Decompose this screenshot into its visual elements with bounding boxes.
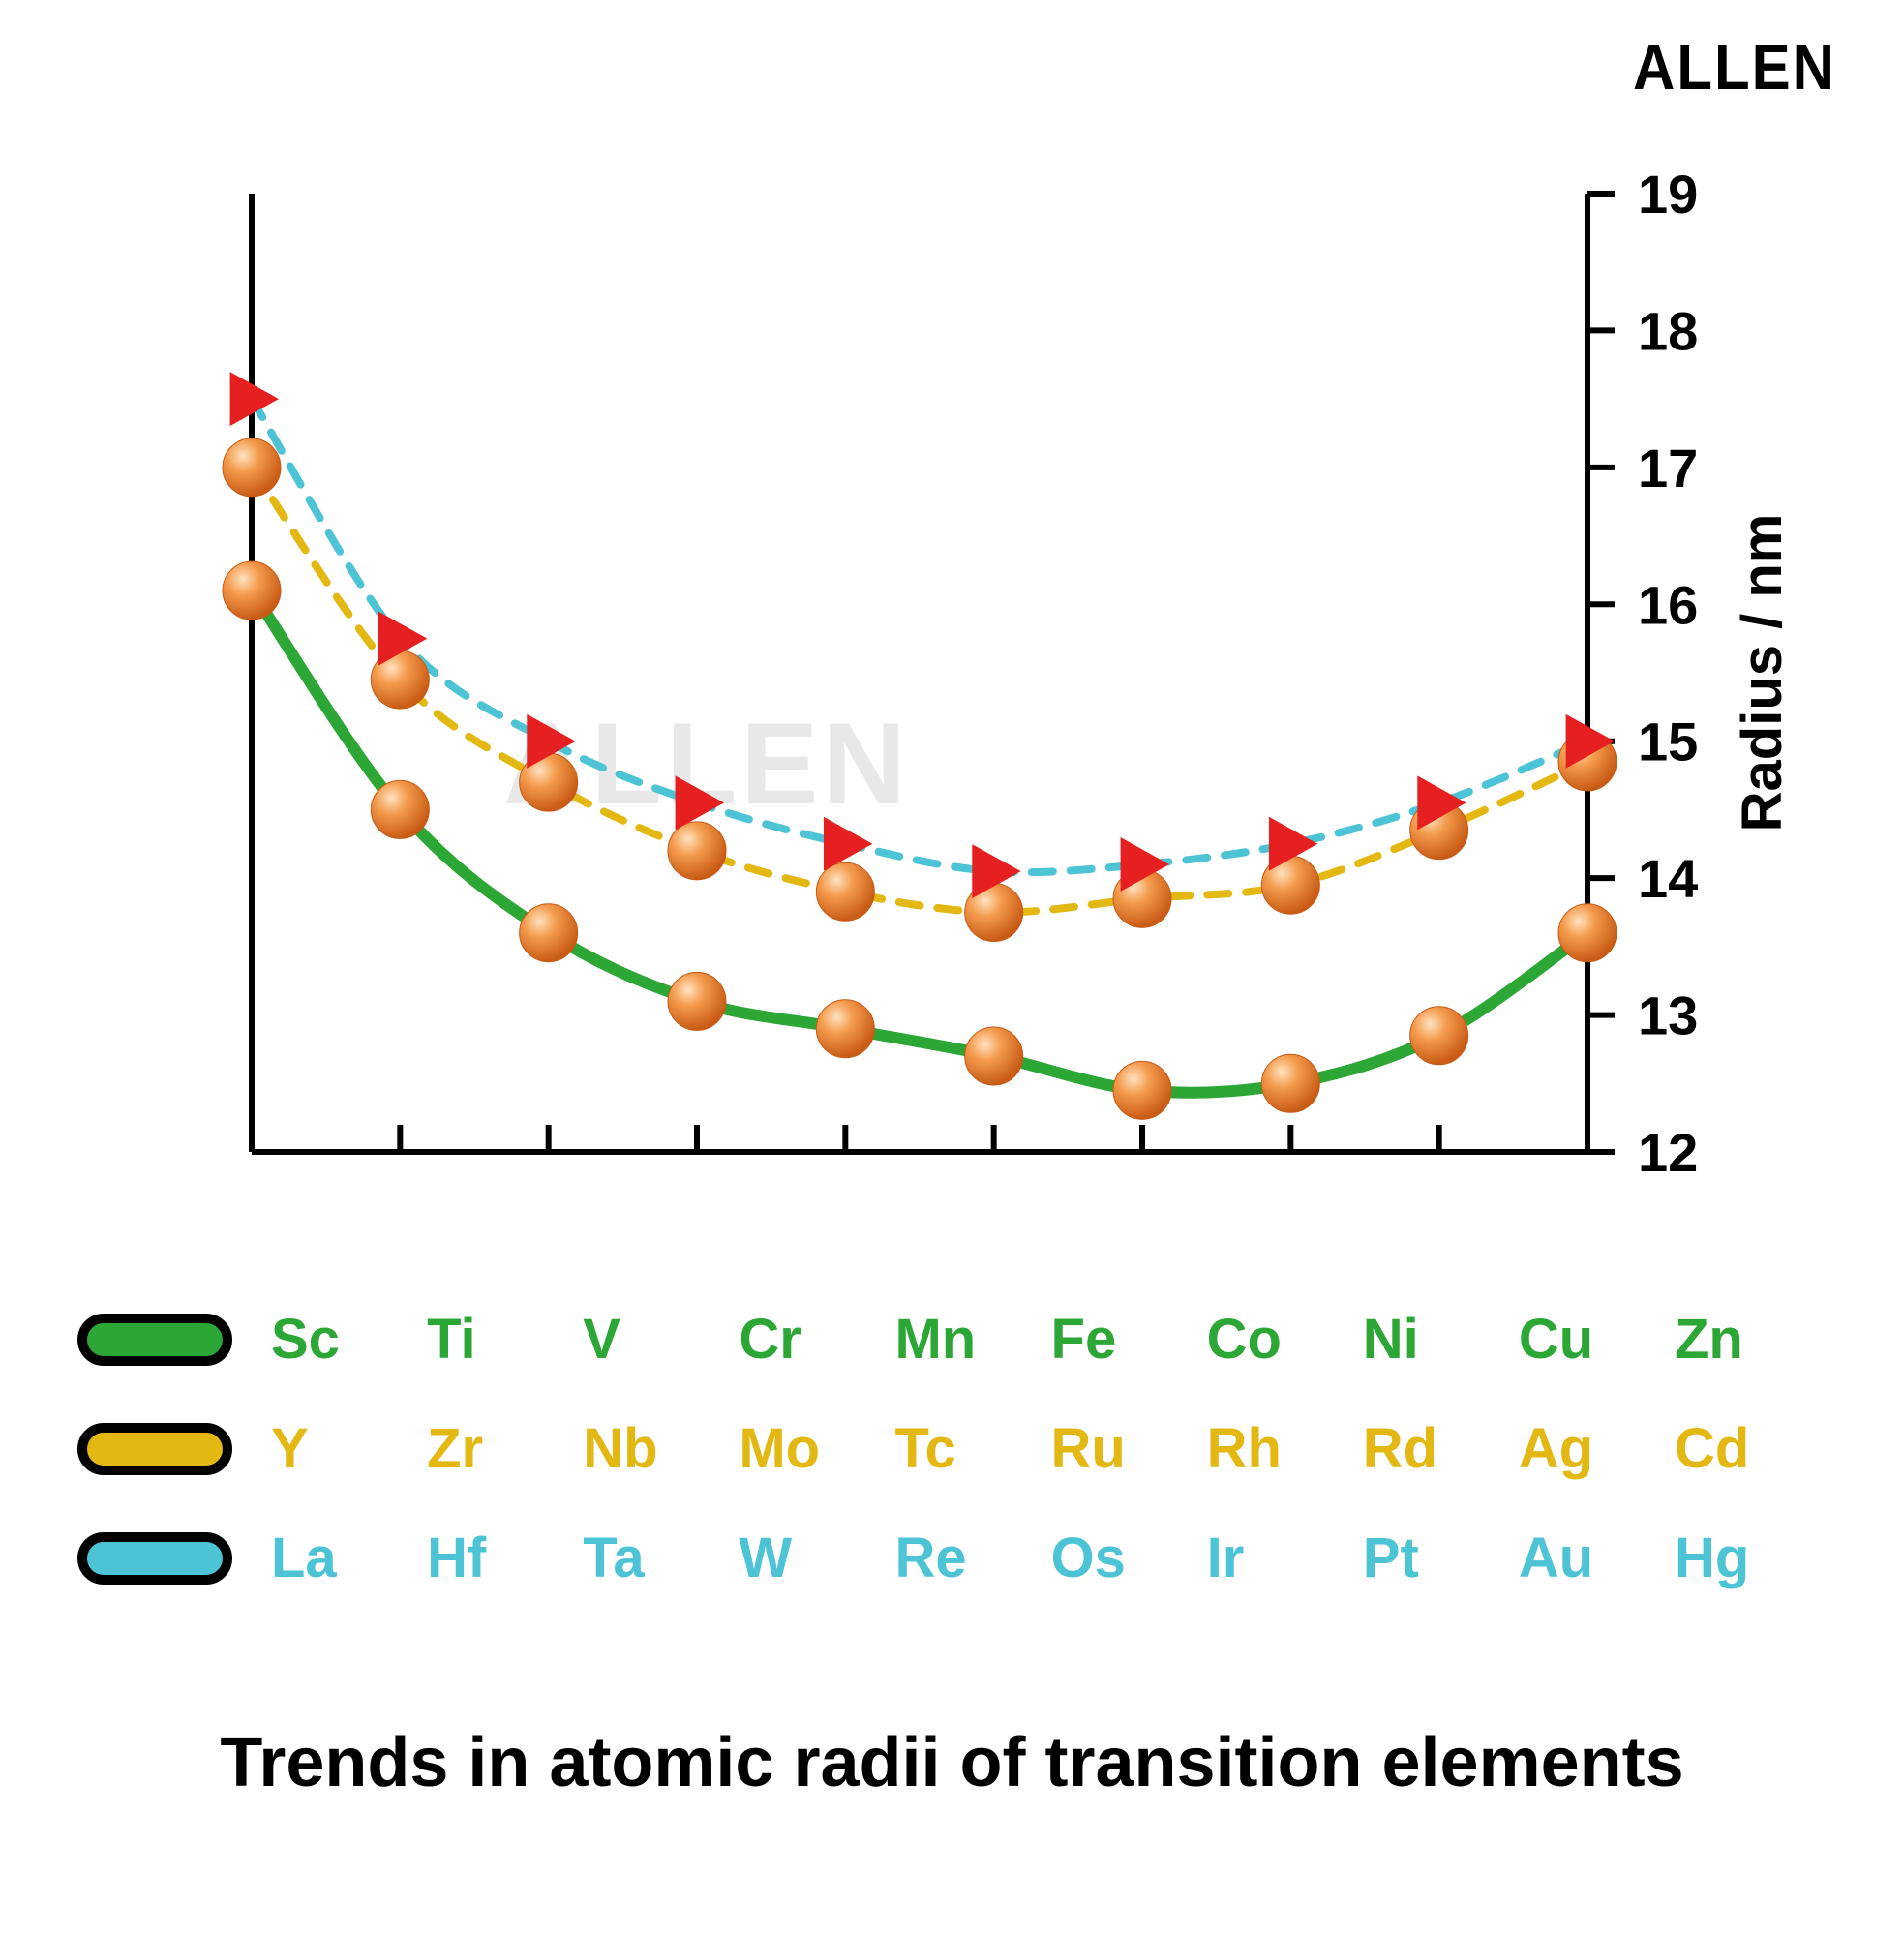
legend-row-series-3d: ScTiVCrMnFeCoNiCuZn bbox=[77, 1307, 1820, 1372]
legend-swatch bbox=[77, 1532, 232, 1585]
element-label: Nb bbox=[583, 1416, 728, 1481]
series-3d-line bbox=[252, 590, 1587, 1093]
chart-container: ALLEN1213141516171819Radius / nm bbox=[77, 174, 1820, 1239]
element-label: Os bbox=[1051, 1526, 1196, 1590]
series-4d-marker bbox=[223, 438, 281, 497]
element-label: Hf bbox=[427, 1526, 572, 1590]
brand-logo: ALLEN bbox=[1633, 31, 1836, 105]
element-label: Ni bbox=[1363, 1307, 1508, 1372]
y-tick-label: 15 bbox=[1638, 711, 1698, 772]
series-3d-marker bbox=[668, 972, 726, 1030]
element-label: Re bbox=[894, 1526, 1040, 1590]
element-label: Ir bbox=[1207, 1526, 1352, 1590]
series-3d-marker bbox=[223, 561, 281, 620]
element-label: W bbox=[739, 1526, 884, 1590]
atomic-radii-chart: ALLEN1213141516171819Radius / nm bbox=[77, 174, 1820, 1239]
element-label: Rh bbox=[1207, 1416, 1352, 1481]
element-label: La bbox=[271, 1526, 416, 1590]
element-label: Cd bbox=[1675, 1416, 1820, 1481]
element-label: Au bbox=[1519, 1526, 1664, 1590]
y-tick-label: 13 bbox=[1638, 985, 1698, 1046]
legend-labels: LaHfTaWReOsIrPtAuHg bbox=[271, 1526, 1820, 1590]
y-tick-label: 17 bbox=[1638, 438, 1698, 499]
y-axis-label: Radius / nm bbox=[1731, 514, 1794, 832]
legend-labels: ScTiVCrMnFeCoNiCuZn bbox=[271, 1307, 1820, 1372]
element-label: Ru bbox=[1051, 1416, 1196, 1481]
element-label: Ta bbox=[583, 1526, 728, 1590]
series-3d-marker bbox=[1113, 1061, 1171, 1119]
element-label: Hg bbox=[1675, 1526, 1820, 1590]
element-label: Sc bbox=[271, 1307, 416, 1372]
legend-swatch bbox=[77, 1314, 232, 1366]
legend: ScTiVCrMnFeCoNiCuZn YZrNbMoTcRuRhRdAgCd La… bbox=[77, 1307, 1820, 1635]
element-label: Zn bbox=[1675, 1307, 1820, 1372]
y-tick-label: 12 bbox=[1638, 1122, 1698, 1183]
element-label: Cu bbox=[1519, 1307, 1664, 1372]
legend-swatch bbox=[77, 1423, 232, 1475]
element-label: Cr bbox=[739, 1307, 884, 1372]
series-3d-marker bbox=[371, 780, 429, 838]
element-label: Ag bbox=[1519, 1416, 1664, 1481]
element-label: Tc bbox=[894, 1416, 1040, 1481]
legend-row-series-5d: LaHfTaWReOsIrPtAuHg bbox=[77, 1526, 1820, 1590]
element-label: Rd bbox=[1363, 1416, 1508, 1481]
series-3d-marker bbox=[1261, 1054, 1319, 1112]
series-3d-marker bbox=[816, 1000, 874, 1058]
element-label: Mn bbox=[894, 1307, 1040, 1372]
legend-row-series-4d: YZrNbMoTcRuRhRdAgCd bbox=[77, 1416, 1820, 1481]
element-label: Zr bbox=[427, 1416, 572, 1481]
element-label: Co bbox=[1207, 1307, 1352, 1372]
series-3d-marker bbox=[965, 1027, 1023, 1085]
y-tick-label: 14 bbox=[1638, 848, 1698, 909]
element-label: Pt bbox=[1363, 1526, 1508, 1590]
element-label: Y bbox=[271, 1416, 416, 1481]
y-tick-label: 16 bbox=[1638, 574, 1698, 635]
element-label: Ti bbox=[427, 1307, 572, 1372]
element-label: Fe bbox=[1051, 1307, 1196, 1372]
series-4d-marker bbox=[816, 862, 874, 921]
chart-title: Trends in atomic radii of transition ele… bbox=[0, 1723, 1904, 1802]
legend-labels: YZrNbMoTcRuRhRdAgCd bbox=[271, 1416, 1820, 1481]
y-tick-label: 19 bbox=[1638, 174, 1698, 225]
series-3d-marker bbox=[520, 904, 578, 962]
element-label: Mo bbox=[739, 1416, 884, 1481]
series-4d-marker bbox=[668, 822, 726, 880]
series-5d-line bbox=[252, 399, 1587, 872]
series-3d-marker bbox=[1410, 1007, 1468, 1065]
series-3d-marker bbox=[1558, 904, 1617, 962]
element-label: V bbox=[583, 1307, 728, 1372]
y-tick-label: 18 bbox=[1638, 300, 1698, 361]
